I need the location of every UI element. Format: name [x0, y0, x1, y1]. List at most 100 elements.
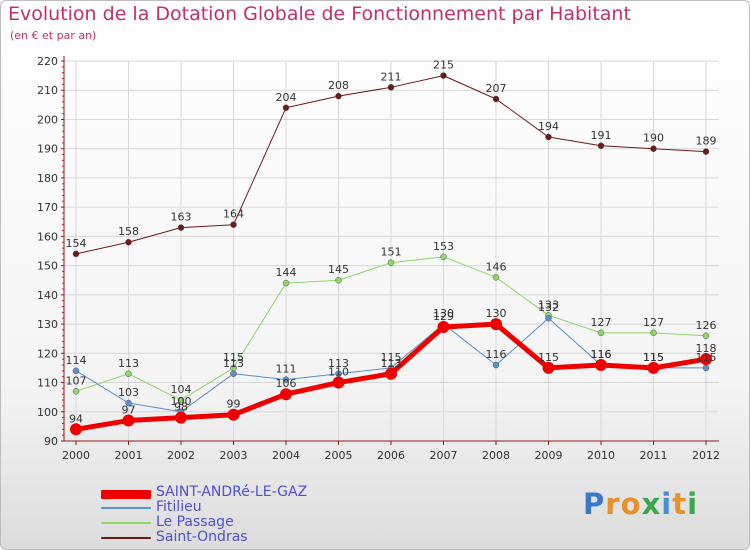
- data-point-saint-andr-le-gaz: [490, 318, 502, 331]
- legend-label: Le Passage: [156, 514, 234, 530]
- proxiti-logo: Proxiti: [583, 487, 698, 521]
- data-point-saint-ondras: [335, 92, 342, 100]
- data-point-saint-andr-le-gaz: [595, 359, 607, 371]
- data-label-le-passage: 146: [486, 260, 507, 273]
- data-label-saint-andr-le-gaz: 94: [69, 412, 83, 425]
- data-point-saint-ondras: [387, 84, 395, 91]
- data-point-fitilieu: [545, 314, 552, 322]
- data-label-saint-ondras: 190: [643, 132, 664, 145]
- data-label-saint-andr-le-gaz: 106: [276, 377, 297, 390]
- logo-letter: P: [583, 487, 606, 521]
- data-label-saint-andr-le-gaz: 113: [381, 357, 402, 370]
- data-point-le-passage: [702, 332, 710, 340]
- legend-swatch: [101, 507, 151, 509]
- data-point-saint-ondras: [702, 148, 710, 155]
- data-label-fitilieu: 132: [538, 301, 559, 314]
- data-label-fitilieu: 115: [643, 351, 664, 364]
- data-label-le-passage: 107: [66, 374, 87, 387]
- data-point-le-passage: [177, 396, 185, 404]
- data-label-saint-ondras: 154: [66, 237, 87, 250]
- data-label-saint-andr-le-gaz: 99: [227, 398, 241, 411]
- data-point-le-passage: [282, 279, 290, 287]
- x-tick-label: 2009: [535, 449, 563, 462]
- data-label-layer: 154 158 163 164 204 208 211 215 207 194 191 190 189 1…: [66, 59, 717, 426]
- data-label-saint-ondras: 164: [223, 208, 244, 221]
- data-label-saint-andr-le-gaz: 115: [538, 351, 559, 364]
- data-label-saint-andr-le-gaz: 116: [591, 348, 612, 361]
- y-tick-label: 110: [37, 377, 58, 390]
- data-point-le-passage: [387, 259, 395, 266]
- y-tick-label: 170: [37, 201, 58, 214]
- y-tick-label: 210: [37, 84, 58, 97]
- data-label-saint-ondras: 215: [433, 59, 454, 72]
- data-label-saint-ondras: 163: [171, 211, 192, 224]
- data-label-le-passage: 151: [381, 246, 402, 259]
- data-point-saint-andr-le-gaz: [122, 414, 135, 427]
- data-label-saint-ondras: 207: [486, 82, 507, 95]
- data-label-fitilieu: 113: [223, 357, 244, 370]
- data-label-fitilieu: 115: [696, 351, 717, 364]
- data-point-saint-andr-le-gaz: [227, 408, 240, 421]
- logo-letter: i: [661, 487, 673, 521]
- legend-label: Fitilieu: [156, 499, 202, 515]
- data-label-fitilieu: 115: [381, 351, 402, 364]
- data-point-fitilieu: [702, 364, 710, 372]
- data-point-saint-andr-le-gaz: [332, 376, 345, 389]
- data-label-le-passage: 126: [696, 319, 717, 332]
- axis-layer: 90 100 110 120 130 140 150 160 170 180 190 200 210 22…: [37, 55, 720, 462]
- series-layer: [70, 72, 712, 436]
- data-point-le-passage: [440, 253, 447, 261]
- data-label-le-passage: 104: [171, 383, 192, 396]
- data-label-saint-andr-le-gaz: 118: [696, 342, 717, 355]
- legend-label: SAINT-ANDRé-LE-GAZ: [156, 484, 308, 500]
- data-point-saint-ondras: [650, 145, 657, 152]
- grid-layer: [64, 60, 719, 442]
- data-label-fitilieu: 111: [276, 363, 297, 376]
- logo-letter: t: [672, 487, 688, 521]
- x-tick-label: 2001: [115, 449, 143, 462]
- data-label-saint-andr-le-gaz: 130: [486, 307, 507, 320]
- chart-subtitle: (en € et par an): [10, 29, 97, 42]
- data-point-le-passage: [335, 276, 342, 284]
- y-tick-label: 200: [37, 113, 58, 126]
- data-point-fitilieu: [230, 370, 237, 378]
- data-label-fitilieu: 116: [591, 348, 612, 361]
- data-point-le-passage: [125, 370, 132, 378]
- y-tick-label: 120: [37, 347, 58, 360]
- x-tick-label: 2011: [640, 449, 668, 462]
- y-tick-label: 100: [37, 406, 58, 419]
- data-label-le-passage: 127: [643, 316, 664, 329]
- data-point-le-passage: [492, 274, 500, 281]
- x-tick-label: 2012: [692, 449, 720, 462]
- data-label-saint-ondras: 208: [328, 79, 349, 92]
- x-tick-label: 2004: [272, 449, 300, 462]
- data-label-le-passage: 127: [591, 316, 612, 329]
- y-tick-label: 90: [44, 435, 58, 448]
- data-point-fitilieu: [492, 361, 500, 369]
- data-label-saint-andr-le-gaz: 110: [328, 366, 349, 379]
- data-point-saint-andr-le-gaz: [175, 411, 187, 424]
- data-label-saint-ondras: 189: [696, 135, 717, 148]
- data-point-saint-andr-le-gaz: [700, 353, 712, 366]
- logo-letter: x: [641, 487, 662, 521]
- y-tick-label: 220: [37, 55, 58, 68]
- chart-title: Evolution de la Dotation Globale de Fonc…: [8, 3, 631, 25]
- y-tick-label: 180: [37, 172, 58, 185]
- x-tick-label: 2006: [377, 449, 405, 462]
- y-tick-label: 140: [37, 289, 58, 302]
- data-label-le-passage: 115: [223, 351, 244, 364]
- data-point-saint-andr-le-gaz: [385, 367, 397, 380]
- data-point-saint-andr-le-gaz: [280, 388, 292, 401]
- data-label-fitilieu: 100: [171, 395, 192, 408]
- y-tick-label: 190: [37, 143, 58, 156]
- data-label-fitilieu: 113: [328, 357, 349, 370]
- x-tick-label: 2003: [220, 449, 248, 462]
- logo-letter: r: [605, 487, 621, 521]
- data-label-saint-ondras: 158: [118, 225, 139, 238]
- data-label-le-passage: 133: [538, 298, 559, 311]
- data-point-saint-andr-le-gaz: [542, 361, 555, 374]
- data-point-saint-ondras: [545, 133, 552, 141]
- data-label-saint-andr-le-gaz: 129: [433, 310, 454, 323]
